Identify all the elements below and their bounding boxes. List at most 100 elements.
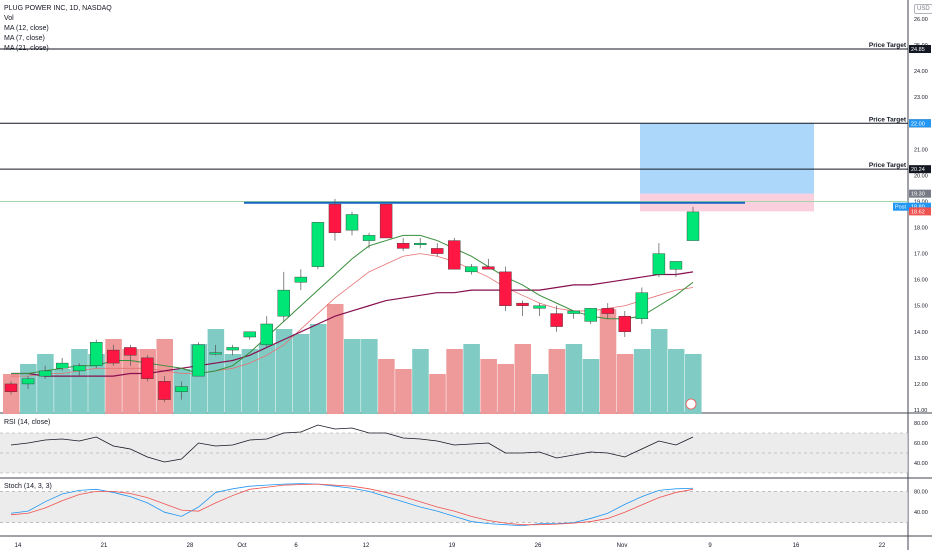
- candle-body: [379, 203, 393, 239]
- price-target-badge: [909, 45, 931, 54]
- volume-bar: [361, 339, 378, 414]
- time-tick-label: 26: [535, 543, 542, 549]
- candle-body: [533, 305, 546, 309]
- price-badge: [909, 119, 931, 128]
- volume-bar: [241, 349, 259, 414]
- volume-bar: [667, 349, 685, 414]
- legend-volume[interactable]: Vol: [4, 15, 14, 22]
- price-tick-label: 19.00: [914, 199, 928, 205]
- candle-body: [584, 308, 597, 322]
- volume-bar: [37, 354, 54, 414]
- volume-bar: [463, 344, 480, 414]
- time-tick-label: 28: [187, 543, 194, 549]
- candle-body: [311, 222, 325, 267]
- volume-bar: [275, 329, 293, 414]
- volume-bar: [650, 329, 668, 414]
- price-tick-label: 20.00: [914, 173, 928, 179]
- rsi-label[interactable]: RSI (14, close): [4, 419, 51, 426]
- volume-bar: [616, 354, 634, 414]
- price-tick-label: 17.00: [914, 252, 928, 258]
- rsi-tick-label: 40.00: [914, 461, 928, 467]
- price-target-value: 24.85: [911, 47, 925, 53]
- candle-body: [669, 261, 683, 270]
- rsi-tick-label: 60.00: [914, 441, 928, 447]
- price-badge-text: 22.00: [911, 121, 925, 127]
- volume-bar: [326, 304, 344, 414]
- volume-bar: [531, 374, 549, 414]
- candle-body: [431, 248, 444, 254]
- price-badge: [909, 202, 931, 211]
- price-tick-label: 21.00: [914, 147, 928, 153]
- time-tick-label: Oct: [237, 543, 247, 549]
- legend-symbol[interactable]: PLUG POWER INC, 1D, NASDAQ: [4, 5, 112, 12]
- volume-bar: [514, 344, 532, 414]
- volume-bar: [54, 369, 71, 414]
- volume-bar: [258, 344, 276, 414]
- price-badge: [909, 189, 931, 198]
- candle-body: [567, 310, 580, 314]
- rsi-tick-label: 80.00: [914, 421, 928, 427]
- volume-bar: [309, 324, 327, 414]
- price-badge: [909, 207, 931, 216]
- volume-bar: [599, 309, 617, 414]
- candle-body: [141, 357, 154, 379]
- candle-body: [21, 378, 35, 385]
- candle-body: [277, 289, 290, 317]
- currency-badge[interactable]: USD: [914, 4, 932, 14]
- price-tick-label: 14.00: [914, 330, 928, 336]
- post-badge: [893, 202, 909, 211]
- time-tick-label: 14: [15, 543, 22, 549]
- time-tick-label: 6: [294, 543, 298, 549]
- candle-body: [124, 347, 137, 356]
- candle-body: [243, 331, 256, 338]
- volume-bar: [378, 359, 395, 414]
- candle-body: [345, 214, 359, 231]
- legend-ma12[interactable]: MA (12, close): [4, 25, 49, 32]
- price-tick-label: 24.00: [914, 69, 928, 75]
- time-tick-label: Nov: [617, 543, 628, 549]
- candle-body: [652, 253, 666, 275]
- volume-bar: [395, 369, 412, 414]
- candle-body: [38, 370, 52, 377]
- earnings-icon: [685, 398, 697, 410]
- price-tick-label: 26.00: [914, 17, 928, 23]
- volume-bar: [412, 349, 429, 414]
- price-target-label: Price Target: [869, 116, 907, 123]
- legend-ma21[interactable]: MA (21, close): [4, 45, 49, 52]
- price-tick-label: 18.00: [914, 226, 928, 232]
- stoch-tick-label: 80.00: [914, 489, 928, 495]
- price-badge-text: 19.30: [911, 192, 925, 198]
- price-tick-label: 11.00: [914, 408, 927, 414]
- volume-bar: [122, 349, 139, 414]
- rsi-band: [0, 433, 908, 473]
- stoch-label[interactable]: Stoch (14, 3, 3): [4, 483, 52, 490]
- volume-bar: [565, 344, 583, 414]
- candle-body: [72, 365, 86, 372]
- volume-bar: [71, 349, 88, 414]
- price-target-label: Price Target: [869, 162, 907, 169]
- candle-body: [192, 344, 205, 377]
- candle-body: [601, 308, 614, 314]
- time-tick-label: 16: [793, 543, 800, 549]
- candle-body: [396, 242, 410, 249]
- stoch-k-line: [10, 483, 694, 527]
- candle-body: [294, 276, 308, 283]
- ma21-line: [11, 271, 694, 377]
- volume-bar: [497, 364, 514, 414]
- candle-body: [328, 203, 342, 233]
- candle-body: [448, 240, 461, 270]
- candle-body: [516, 302, 529, 306]
- price-tick-label: 13.00: [914, 356, 928, 362]
- legend-ma7[interactable]: MA (7, close): [4, 35, 45, 42]
- volume-bar: [344, 339, 361, 414]
- volume-bar: [582, 359, 600, 414]
- rsi-line: [10, 424, 694, 463]
- volume-bar: [207, 329, 225, 414]
- volume-bar: [633, 349, 651, 414]
- volume-bar: [548, 349, 566, 414]
- candle-body: [260, 323, 273, 346]
- time-tick-label: 12: [363, 543, 370, 549]
- candle-body: [107, 349, 120, 364]
- price-badge-text: 18.62: [911, 209, 925, 215]
